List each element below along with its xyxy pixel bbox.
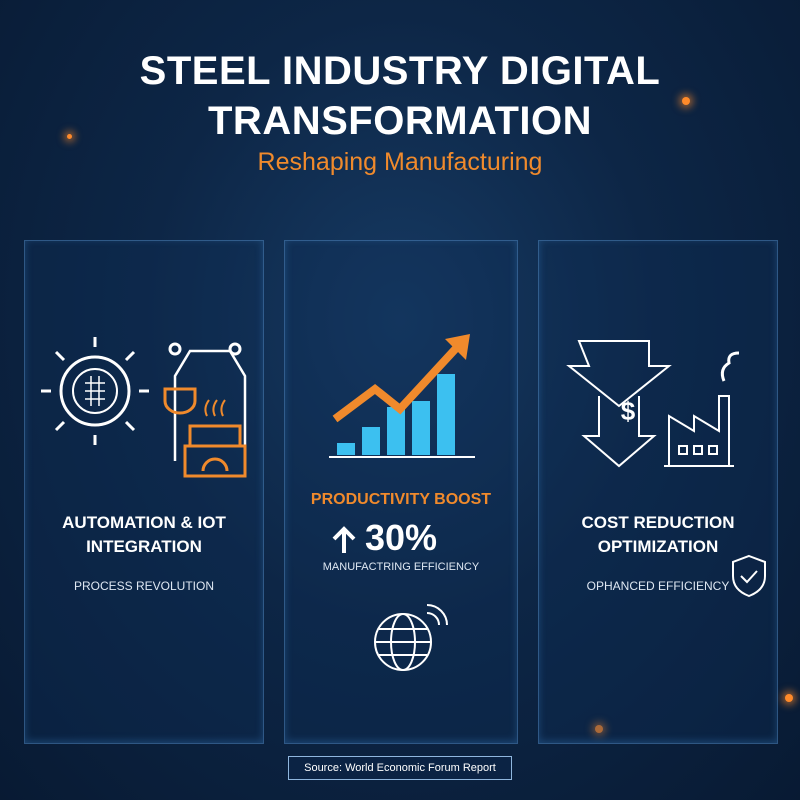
card-title: COST REDUCTION OPTIMIZATION xyxy=(581,513,735,556)
source-note: Source: World Economic Forum Report xyxy=(288,756,512,780)
shield-icon xyxy=(732,554,766,598)
cost-icon xyxy=(566,340,740,468)
card-caption: MANUFACTRING EFFICIENCY xyxy=(322,561,480,573)
up-arrow xyxy=(332,526,356,553)
card: $ COST REDUCTION OPTIMIZATION OPHANCED E… xyxy=(538,240,778,744)
growth-icon xyxy=(329,334,475,458)
glow-dot xyxy=(67,134,72,139)
globe-icon xyxy=(374,604,448,671)
automation-icon xyxy=(41,337,247,478)
glow-dot xyxy=(682,97,690,105)
stat: 30% xyxy=(364,517,438,558)
dollar-sign: $ xyxy=(620,396,636,426)
glow-dot xyxy=(785,694,793,702)
card-title: PRODUCTIVITY BOOST xyxy=(310,491,492,508)
card: PRODUCTIVITY BOOST 30% MANUFACTRING EFFI… xyxy=(284,240,518,744)
title: STEEL INDUSTRY DIGITAL TRANSFORMATION xyxy=(139,49,661,143)
glow-dot xyxy=(595,725,603,733)
card-caption: OPHANCED EFFICIENCY xyxy=(586,579,730,593)
subtitle: Reshaping Manufacturing xyxy=(257,148,543,176)
card-title: AUTOMATION & IOT INTEGRATION xyxy=(62,513,226,556)
card: AUTOMATION & IOT INTEGRATION PROCESS REV… xyxy=(24,240,264,744)
card-caption: PROCESS REVOLUTION xyxy=(73,579,215,593)
